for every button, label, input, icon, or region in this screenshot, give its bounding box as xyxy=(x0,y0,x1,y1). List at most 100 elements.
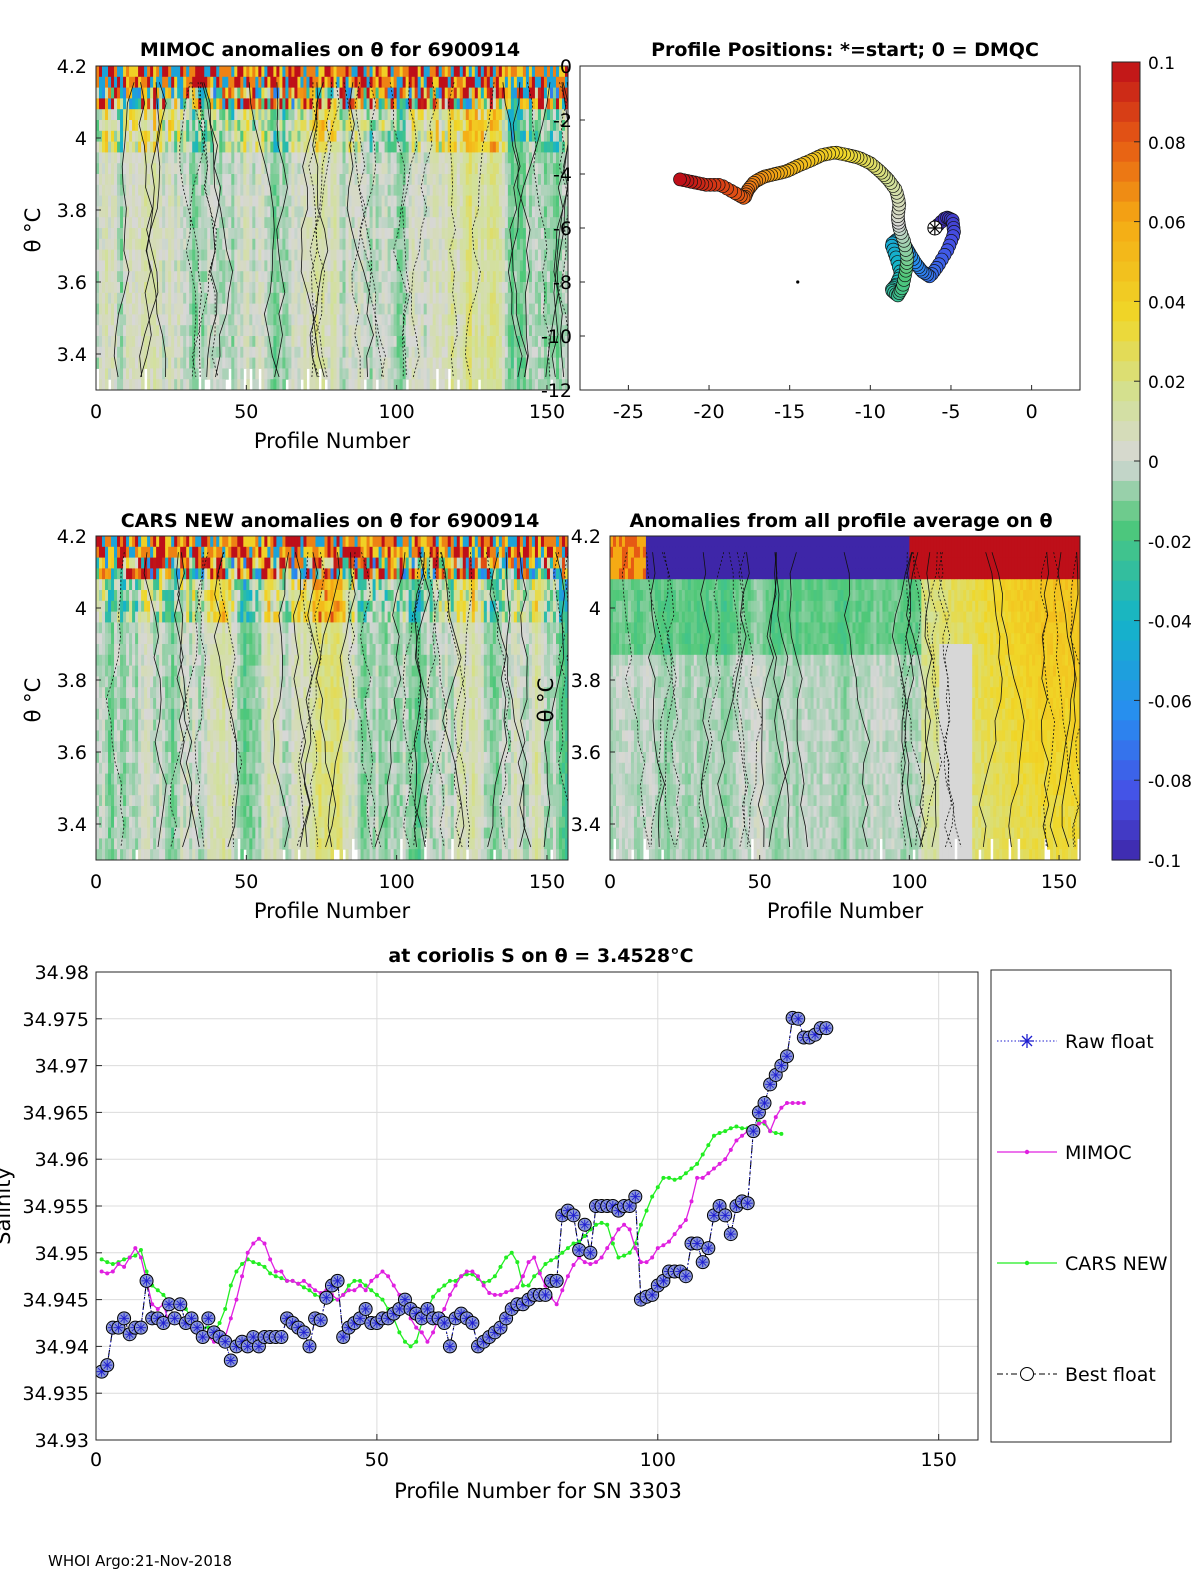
heatmap-cell xyxy=(177,152,181,164)
heatmap-cell xyxy=(516,260,521,272)
heatmap-cell xyxy=(138,303,142,315)
heatmap-cell xyxy=(546,152,551,164)
heatmap-cell xyxy=(132,163,136,175)
heatmap-cell xyxy=(333,141,338,153)
heatmap-cell xyxy=(288,120,292,132)
heatmap-cell xyxy=(537,217,542,229)
heatmap-cell xyxy=(540,249,545,261)
heatmap-cell xyxy=(258,152,262,164)
heatmap-cell xyxy=(267,163,271,175)
heatmap-cell xyxy=(144,346,148,359)
heatmap-cell xyxy=(192,184,196,197)
heatmap-cell xyxy=(375,109,380,121)
heatmap-cell xyxy=(198,66,202,78)
heatmap-cell xyxy=(108,368,112,380)
heatmap-cell xyxy=(102,260,106,272)
heatmap-cell xyxy=(456,357,461,369)
heatmap-cell xyxy=(432,303,437,315)
heatmap-cell xyxy=(258,163,262,175)
heatmap-cell xyxy=(147,195,151,207)
heatmap-cell xyxy=(336,109,341,121)
heatmap-cell xyxy=(276,109,280,121)
heatmap-cell xyxy=(534,282,539,294)
heatmap-cell xyxy=(348,292,353,305)
heatmap-cell xyxy=(231,260,235,272)
heatmap-cell xyxy=(534,217,539,229)
heatmap-cell xyxy=(399,184,404,197)
heatmap-cell xyxy=(441,336,446,348)
heatmap-cell xyxy=(189,109,193,121)
heatmap-cell xyxy=(219,174,223,186)
heatmap-cell xyxy=(453,98,458,110)
heatmap-cell xyxy=(381,379,386,390)
heatmap-cell xyxy=(462,357,467,369)
contour-line xyxy=(545,82,568,378)
heatmap-cell xyxy=(189,325,193,337)
heatmap-cell xyxy=(324,368,328,380)
heatmap-cell xyxy=(324,174,328,186)
heatmap-cell xyxy=(411,282,416,294)
heatmap-cell xyxy=(522,336,527,348)
heatmap-cell xyxy=(249,282,253,294)
heatmap-cell xyxy=(291,76,295,89)
heatmap-cell xyxy=(174,98,178,110)
heatmap-cell xyxy=(243,336,247,348)
heatmap-cell xyxy=(525,109,530,121)
heatmap-cell xyxy=(321,184,325,197)
heatmap-cell xyxy=(555,76,560,89)
heatmap-cell xyxy=(174,271,178,283)
heatmap-cell xyxy=(249,141,253,153)
heatmap-cell xyxy=(270,325,274,337)
heatmap-cell xyxy=(426,184,431,197)
heatmap-cell xyxy=(531,379,536,390)
heatmap-cell xyxy=(444,206,449,218)
heatmap-cell xyxy=(312,184,316,197)
heatmap-cell xyxy=(375,217,380,229)
heatmap-cell xyxy=(366,303,371,315)
heatmap-cell xyxy=(105,336,109,348)
heatmap-cell xyxy=(534,379,539,390)
heatmap-cell xyxy=(258,282,262,294)
heatmap-cell xyxy=(462,368,467,380)
heatmap-cell xyxy=(246,271,250,283)
heatmap-cell xyxy=(381,303,386,315)
heatmap-cell xyxy=(429,163,434,175)
heatmap-cell xyxy=(249,238,253,251)
heatmap-cell xyxy=(165,260,169,272)
heatmap-cell xyxy=(159,379,163,390)
heatmap-cell xyxy=(330,174,335,186)
heatmap-cell xyxy=(564,184,568,197)
heatmap-cell xyxy=(159,260,163,272)
heatmap-cell xyxy=(147,379,151,390)
heatmap-cell xyxy=(405,260,410,272)
heatmap-cell xyxy=(339,249,344,261)
heatmap-cell xyxy=(285,120,289,132)
heatmap-cell xyxy=(453,206,458,218)
heatmap-cell xyxy=(306,66,310,78)
heatmap-cell xyxy=(348,282,353,294)
heatmap-cell xyxy=(543,195,548,207)
heatmap-cell xyxy=(207,325,211,337)
heatmap-cell xyxy=(207,228,211,240)
heatmap-cell xyxy=(237,379,241,390)
heatmap-cell xyxy=(399,292,404,305)
heatmap-cell xyxy=(150,141,154,153)
heatmap-cell xyxy=(441,249,446,261)
heatmap-cell xyxy=(252,174,256,186)
heatmap-cell xyxy=(276,163,280,175)
heatmap-cell xyxy=(477,152,482,164)
heatmap-cell xyxy=(243,87,247,99)
heatmap-cell xyxy=(183,314,187,326)
heatmap-cell xyxy=(207,303,211,315)
heatmap-cell xyxy=(294,368,298,380)
heatmap-cell xyxy=(147,249,151,261)
heatmap-cell xyxy=(363,66,368,78)
heatmap-cell xyxy=(435,195,440,207)
heatmap-cell xyxy=(306,228,310,240)
heatmap-cell xyxy=(492,76,497,89)
heatmap-cell xyxy=(180,66,184,78)
heatmap-cell xyxy=(432,260,437,272)
heatmap-cell xyxy=(132,325,136,337)
heatmap-cell xyxy=(132,357,136,369)
heatmap-cell xyxy=(135,141,139,153)
